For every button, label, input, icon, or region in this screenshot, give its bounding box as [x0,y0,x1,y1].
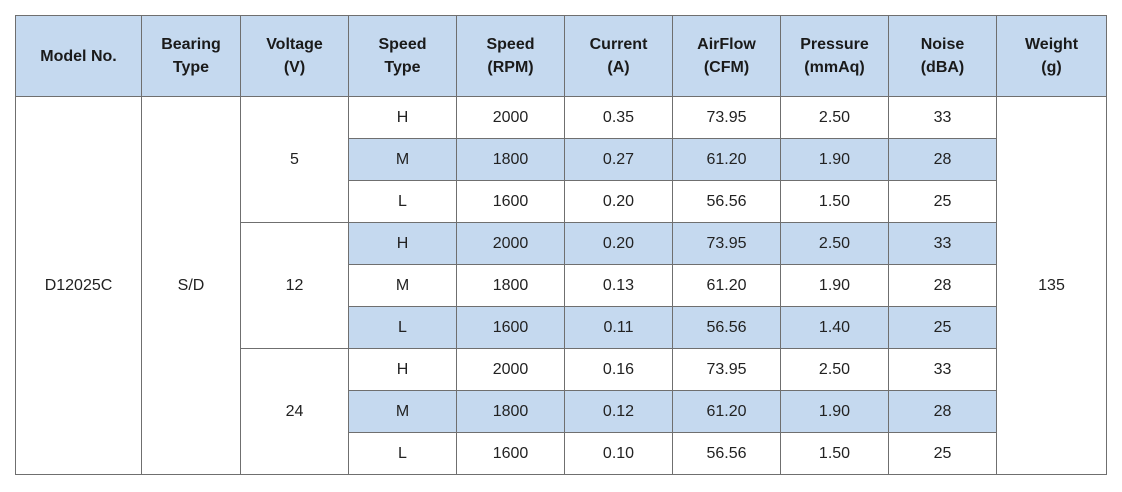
speed-cell: 1600 [456,306,565,349]
airflow-cell: 61.20 [672,390,781,433]
pressure-cell: 1.40 [780,306,889,349]
current-cell: 0.16 [564,348,673,391]
voltage-cell: 12 [240,222,349,349]
pressure-cell: 2.50 [780,348,889,391]
speed-type-cell: H [348,96,457,139]
header-line: Type [172,59,210,76]
speed-cell: 2000 [456,96,565,139]
speed-type-cell: M [348,390,457,433]
speed-type-cell: H [348,348,457,391]
header-model-no: Model No. [15,15,142,97]
table-row: L 1600 0.10 56.56 1.50 25 [16,432,1107,475]
header-line: Noise [920,36,965,53]
speed-cell: 2000 [456,222,565,265]
table-row: 12 H 2000 0.20 73.95 2.50 33 [16,222,1107,349]
header-line: Speed [486,36,535,53]
header-speed-rpm: Speed (RPM) [456,15,565,97]
header-line: Speed [378,36,427,53]
bearing-cell: S/D [141,96,241,475]
airflow-cell: 56.56 [672,180,781,223]
header-line: (CFM) [703,59,750,76]
header-airflow: AirFlow (CFM) [672,15,781,97]
airflow-cell: 56.56 [672,306,781,349]
speed-type-cell: M [348,264,457,307]
header-line: Current [589,36,648,53]
pressure-cell: 1.90 [780,264,889,307]
pressure-cell: 1.50 [780,432,889,475]
airflow-cell: 61.20 [672,264,781,307]
current-cell: 0.27 [564,138,673,181]
airflow-cell: 73.95 [672,96,781,139]
header-noise: Noise (dBA) [888,15,997,97]
table-row: M 1800 0.27 61.20 1.90 28 [16,138,1107,181]
header-line: Bearing [161,36,221,53]
pressure-cell: 1.90 [780,390,889,433]
noise-cell: 28 [888,390,997,433]
noise-cell: 25 [888,180,997,223]
header-line: AirFlow [697,36,756,53]
noise-cell: 28 [888,264,997,307]
airflow-cell: 61.20 [672,138,781,181]
speed-type-cell: L [348,432,457,475]
table-row: M 1800 0.12 61.20 1.90 28 [16,390,1107,433]
current-cell: 0.10 [564,432,673,475]
header-line: (dBA) [920,59,965,76]
header-line: (A) [607,59,630,76]
current-cell: 0.35 [564,96,673,139]
voltage-cell: 5 [240,96,349,223]
header-pressure: Pressure (mmAq) [780,15,889,97]
header-row: Model No. Bearing Type Voltage (V) Speed… [15,15,1107,97]
header-line: (RPM) [487,59,534,76]
speed-cell: 1800 [456,264,565,307]
table-row: 24 H 2000 0.16 73.95 2.50 33 [16,348,1107,475]
current-cell: 0.13 [564,264,673,307]
header-line: Pressure [800,36,869,53]
header-voltage: Voltage (V) [240,15,349,97]
current-cell: 0.11 [564,306,673,349]
header-model-no-text: Model No. [40,47,117,65]
pressure-cell: 1.50 [780,180,889,223]
noise-cell: 25 [888,306,997,349]
noise-cell: 33 [888,96,997,139]
pressure-cell: 1.90 [780,138,889,181]
table-row: D12025C S/D 5 H 2000 0.35 73.95 2.50 33 … [15,96,1107,475]
speed-cell: 1800 [456,138,565,181]
header-line: (mmAq) [804,59,865,76]
table-row: M 1800 0.13 61.20 1.90 28 [16,264,1107,307]
noise-cell: 25 [888,432,997,475]
speed-cell: 1600 [456,432,565,475]
header-bearing-type: Bearing Type [141,15,241,97]
header-line: (V) [283,59,306,76]
speed-type-cell: L [348,306,457,349]
header-line: (g) [1041,59,1062,76]
pressure-cell: 2.50 [780,222,889,265]
header-line: Type [384,59,421,76]
header-current: Current (A) [564,15,673,97]
header-line: Weight [1024,36,1079,53]
current-cell: 0.20 [564,180,673,223]
header-line: Voltage [266,36,323,53]
pressure-cell: 2.50 [780,96,889,139]
table-row: L 1600 0.11 56.56 1.40 25 [16,306,1107,349]
current-cell: 0.20 [564,222,673,265]
speed-type-cell: M [348,138,457,181]
header-weight: Weight (g) [996,15,1107,97]
speed-type-cell: L [348,180,457,223]
model-cell: D12025C [15,96,142,475]
airflow-cell: 73.95 [672,222,781,265]
speed-cell: 2000 [456,348,565,391]
noise-cell: 33 [888,348,997,391]
speed-cell: 1800 [456,390,565,433]
airflow-cell: 73.95 [672,348,781,391]
current-cell: 0.12 [564,390,673,433]
fan-spec-table: Model No. Bearing Type Voltage (V) Speed… [15,15,1107,475]
header-speed-type: Speed Type [348,15,457,97]
airflow-cell: 56.56 [672,432,781,475]
noise-cell: 33 [888,222,997,265]
speed-cell: 1600 [456,180,565,223]
speed-type-cell: H [348,222,457,265]
weight-cell: 135 [996,96,1107,475]
noise-cell: 28 [888,138,997,181]
voltage-cell: 24 [240,348,349,475]
